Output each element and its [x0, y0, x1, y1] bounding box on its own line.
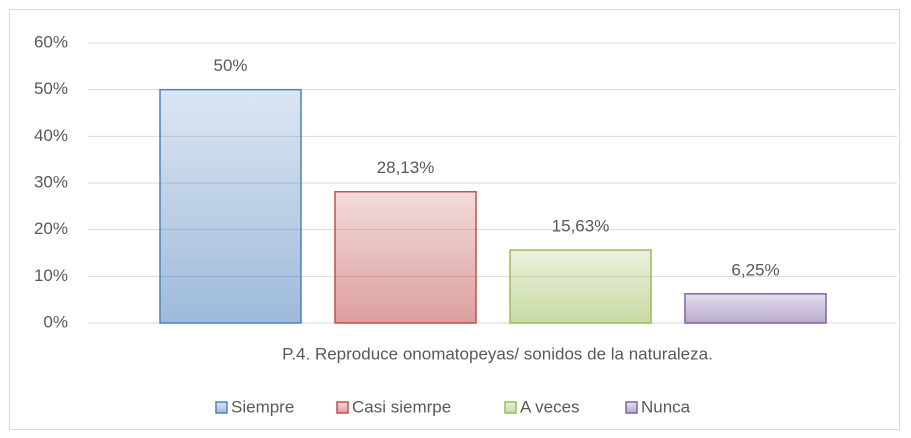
legend-label: Casi siemrpe [352, 397, 451, 416]
data-label: 15,63% [552, 217, 610, 236]
legend-swatch [625, 401, 638, 414]
y-tick-label: 10% [34, 266, 68, 285]
bar [159, 88, 302, 324]
data-label: 28,13% [377, 158, 435, 177]
y-tick-label: 30% [34, 172, 68, 191]
y-tick-label: 0% [43, 312, 68, 331]
legend-label: A veces [520, 397, 580, 416]
y-tick-label: 60% [34, 32, 68, 51]
bar [684, 293, 827, 324]
y-tick-label: 50% [34, 79, 68, 98]
legend-swatch [215, 401, 228, 414]
data-label: 6,25% [731, 260, 779, 279]
legend-label: Nunca [641, 397, 691, 416]
legend-swatch [504, 401, 517, 414]
bar [509, 249, 652, 324]
bar [334, 190, 477, 324]
legend-label: Siempre [231, 397, 294, 416]
y-tick-label: 40% [34, 126, 68, 145]
y-tick-label: 20% [34, 219, 68, 238]
x-category-label: P.4. Reproduce onomatopeyas/ sonidos de … [282, 344, 713, 363]
legend-swatch [336, 401, 349, 414]
data-label: 50% [213, 56, 247, 75]
